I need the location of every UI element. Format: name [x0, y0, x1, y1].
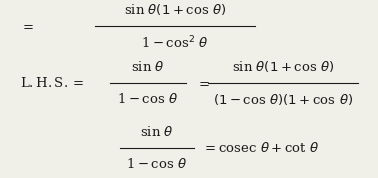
- Text: $\mathregular{L.H.S.} =$: $\mathregular{L.H.S.} =$: [20, 76, 84, 90]
- Text: $\mathregular{1} - \mathregular{cos}\ \theta$: $\mathregular{1} - \mathregular{cos}\ \t…: [127, 157, 187, 171]
- Text: $\mathregular{sin}\ \theta(1 + \mathregular{cos}\ \theta)$: $\mathregular{sin}\ \theta(1 + \mathregu…: [124, 2, 226, 17]
- Text: $\mathregular{1} - \mathregular{cos}^2\ \theta$: $\mathregular{1} - \mathregular{cos}^2\ …: [141, 35, 209, 52]
- Text: $=$: $=$: [196, 77, 210, 90]
- Text: $\mathregular{sin}\ \theta$: $\mathregular{sin}\ \theta$: [131, 60, 165, 74]
- Text: $\mathregular{sin}\ \theta(1 + \mathregular{cos}\ \theta)$: $\mathregular{sin}\ \theta(1 + \mathregu…: [232, 59, 334, 74]
- Text: $=$: $=$: [20, 20, 34, 33]
- Text: $\mathregular{sin}\ \theta$: $\mathregular{sin}\ \theta$: [140, 125, 174, 139]
- Text: $= \mathregular{cosec}\ \theta + \mathregular{cot}\ \theta$: $= \mathregular{cosec}\ \theta + \mathre…: [202, 141, 319, 155]
- Text: $(1 - \mathregular{cos}\ \theta)(1 + \mathregular{cos}\ \theta)$: $(1 - \mathregular{cos}\ \theta)(1 + \ma…: [213, 92, 353, 107]
- Text: $\mathregular{1} - \mathregular{cos}\ \theta$: $\mathregular{1} - \mathregular{cos}\ \t…: [118, 92, 178, 106]
